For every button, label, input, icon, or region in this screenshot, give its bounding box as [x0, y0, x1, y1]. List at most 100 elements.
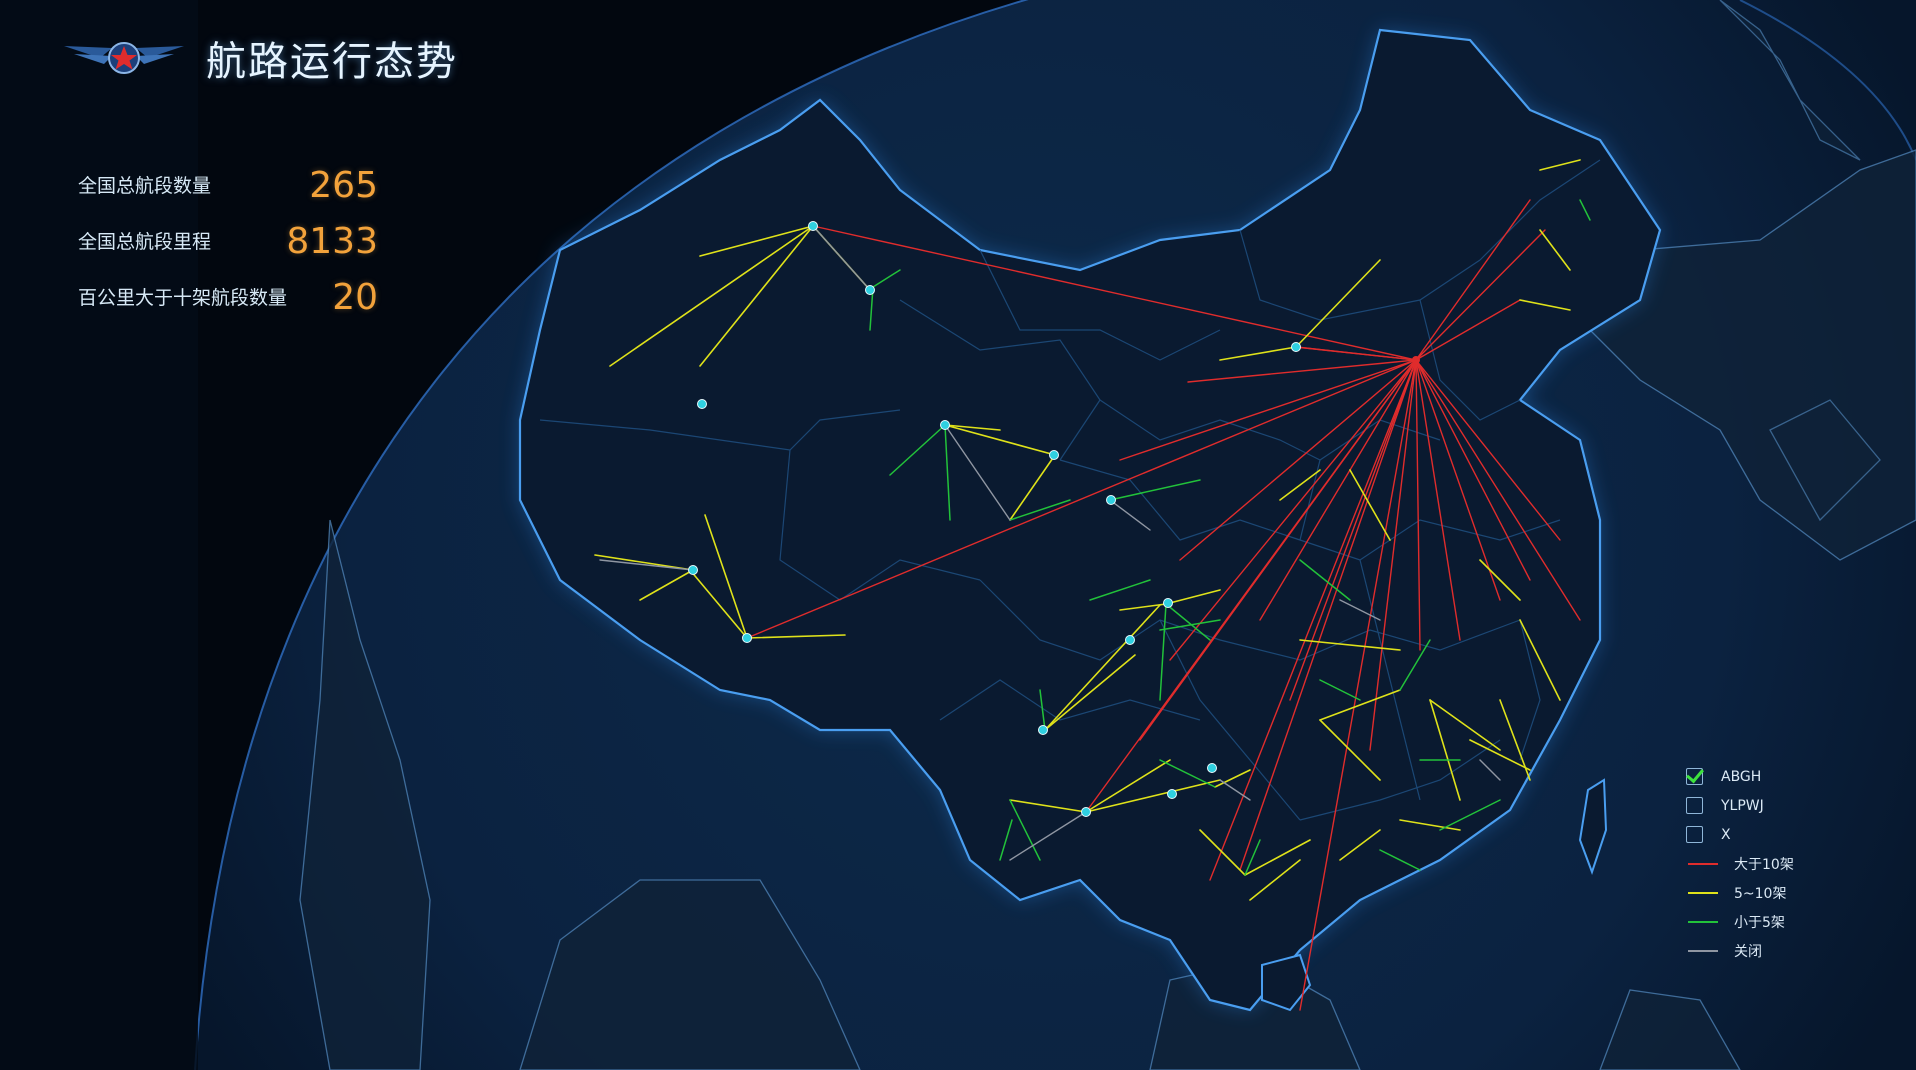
airport-node: [1106, 495, 1116, 505]
legend-more-than-10: 大于10架: [1686, 849, 1856, 878]
filter-abgh[interactable]: ABGH: [1686, 762, 1856, 791]
route-segment: [1429, 699, 1461, 801]
route-segment: [1339, 829, 1381, 861]
route-segment: [1244, 839, 1261, 876]
legend-5-to-10: 5~10架: [1686, 878, 1856, 907]
route-segment: [1399, 819, 1461, 831]
airport-node: [697, 399, 707, 409]
stat-busy-segments: 百公里大于十架航段数量 20: [78, 262, 378, 318]
route-segment: [1479, 559, 1521, 601]
route-segment: [699, 225, 814, 367]
stat-total-mileage: 全国总航段里程 8133: [78, 206, 378, 262]
route-segment: [1119, 359, 1417, 461]
province-borders: [539, 159, 1601, 821]
route-segment: [1219, 346, 1297, 361]
routes-layer: [594, 159, 1591, 1011]
route-segment: [1319, 679, 1361, 701]
map-legend: ABGH YLPWJ X 大于10架 5~10架 小于5架 关闭: [1686, 762, 1856, 965]
route-segment: [1415, 199, 1531, 361]
route-segment: [1415, 359, 1421, 651]
filter-x[interactable]: X: [1686, 820, 1856, 849]
checkbox-icon[interactable]: [1686, 797, 1703, 814]
hainan-island: [1261, 953, 1312, 1012]
route-segment: [812, 225, 871, 291]
route-segment: [1214, 769, 1251, 788]
legend-closed: 关闭: [1686, 936, 1856, 965]
route-segment: [1519, 299, 1571, 311]
filter-ylpwj[interactable]: YLPWJ: [1686, 791, 1856, 820]
route-segment: [1539, 229, 1571, 271]
route-segment: [1085, 779, 1221, 813]
legend-label: 5~10架: [1734, 885, 1787, 902]
stat-label: 百公里大于十架航段数量: [78, 287, 288, 309]
route-segment: [699, 225, 814, 257]
airport-node: [1038, 725, 1048, 735]
route-segment: [1399, 639, 1431, 691]
airport-nodes: [688, 221, 1420, 817]
airport-node: [1081, 807, 1091, 817]
route-segment: [1109, 479, 1201, 501]
route-segment: [1415, 359, 1581, 621]
route-segment: [1295, 259, 1381, 348]
route-segment: [1429, 699, 1501, 751]
route-segment: [1499, 699, 1531, 781]
route-segment: [1169, 359, 1417, 661]
airport-node: [1163, 598, 1173, 608]
route-segment: [1279, 469, 1321, 501]
checkbox-icon[interactable]: [1686, 768, 1703, 785]
route-segment: [1199, 829, 1246, 876]
route-segment: [1165, 589, 1221, 605]
route-segment: [1119, 603, 1167, 611]
route-segment: [1415, 359, 1501, 601]
filter-label: X: [1721, 826, 1731, 843]
route-segment: [1159, 619, 1221, 631]
route-segment: [704, 514, 748, 639]
route-segment: [1299, 639, 1401, 651]
route-segment: [746, 359, 1417, 639]
route-segment: [1415, 299, 1521, 361]
route-segment: [872, 269, 901, 288]
route-segment: [746, 634, 846, 639]
airport-node: [808, 221, 818, 231]
route-segment: [1259, 359, 1417, 621]
stat-value: 20: [332, 277, 378, 318]
route-segment: [1319, 689, 1401, 721]
route-segment: [1415, 359, 1461, 641]
legend-swatch: [1688, 949, 1718, 952]
china-outline: [518, 28, 1662, 1012]
route-segment: [639, 569, 694, 601]
route-segment: [1239, 359, 1417, 871]
legend-label: 小于5架: [1734, 914, 1785, 931]
stat-value: 8133: [286, 221, 378, 262]
route-segment: [812, 225, 1417, 361]
route-segment: [1219, 779, 1251, 801]
route-segment: [689, 569, 748, 639]
route-segment: [1249, 859, 1301, 901]
route-segment: [1187, 359, 1417, 383]
route-segment: [1044, 604, 1161, 731]
airport-node: [688, 565, 698, 575]
airport-node: [1167, 789, 1177, 799]
airport-node: [1207, 763, 1217, 773]
hub-node: [1412, 356, 1420, 364]
route-segment: [1415, 229, 1546, 361]
airport-node: [1291, 342, 1301, 352]
filter-label: ABGH: [1721, 768, 1762, 785]
route-segment: [944, 424, 1001, 431]
route-segment: [1085, 759, 1171, 813]
route-segment: [944, 424, 1056, 456]
route-segment: [944, 424, 1011, 521]
legend-swatch: [1688, 920, 1718, 923]
route-segment: [1519, 619, 1561, 701]
route-segment: [1109, 499, 1151, 531]
route-segment: [1299, 359, 1417, 1011]
route-segment: [1469, 739, 1531, 771]
taiwan-island: [1578, 778, 1608, 875]
legend-less-than-5: 小于5架: [1686, 907, 1856, 936]
route-segment: [889, 424, 946, 476]
route-segment: [1539, 159, 1581, 171]
airport-node: [742, 633, 752, 643]
route-segment: [1159, 603, 1167, 701]
checkbox-icon[interactable]: [1686, 826, 1703, 843]
legend-label: 大于10架: [1734, 856, 1794, 873]
